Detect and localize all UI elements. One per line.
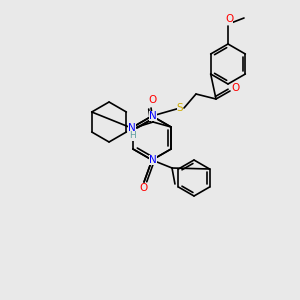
Text: O: O xyxy=(232,83,240,93)
Text: O: O xyxy=(139,183,147,193)
Text: O: O xyxy=(148,95,156,105)
Text: N: N xyxy=(149,111,157,121)
Text: N: N xyxy=(128,123,136,133)
Text: O: O xyxy=(225,14,233,24)
Text: N: N xyxy=(149,155,157,165)
Text: S: S xyxy=(177,103,183,113)
Text: H: H xyxy=(129,131,135,140)
